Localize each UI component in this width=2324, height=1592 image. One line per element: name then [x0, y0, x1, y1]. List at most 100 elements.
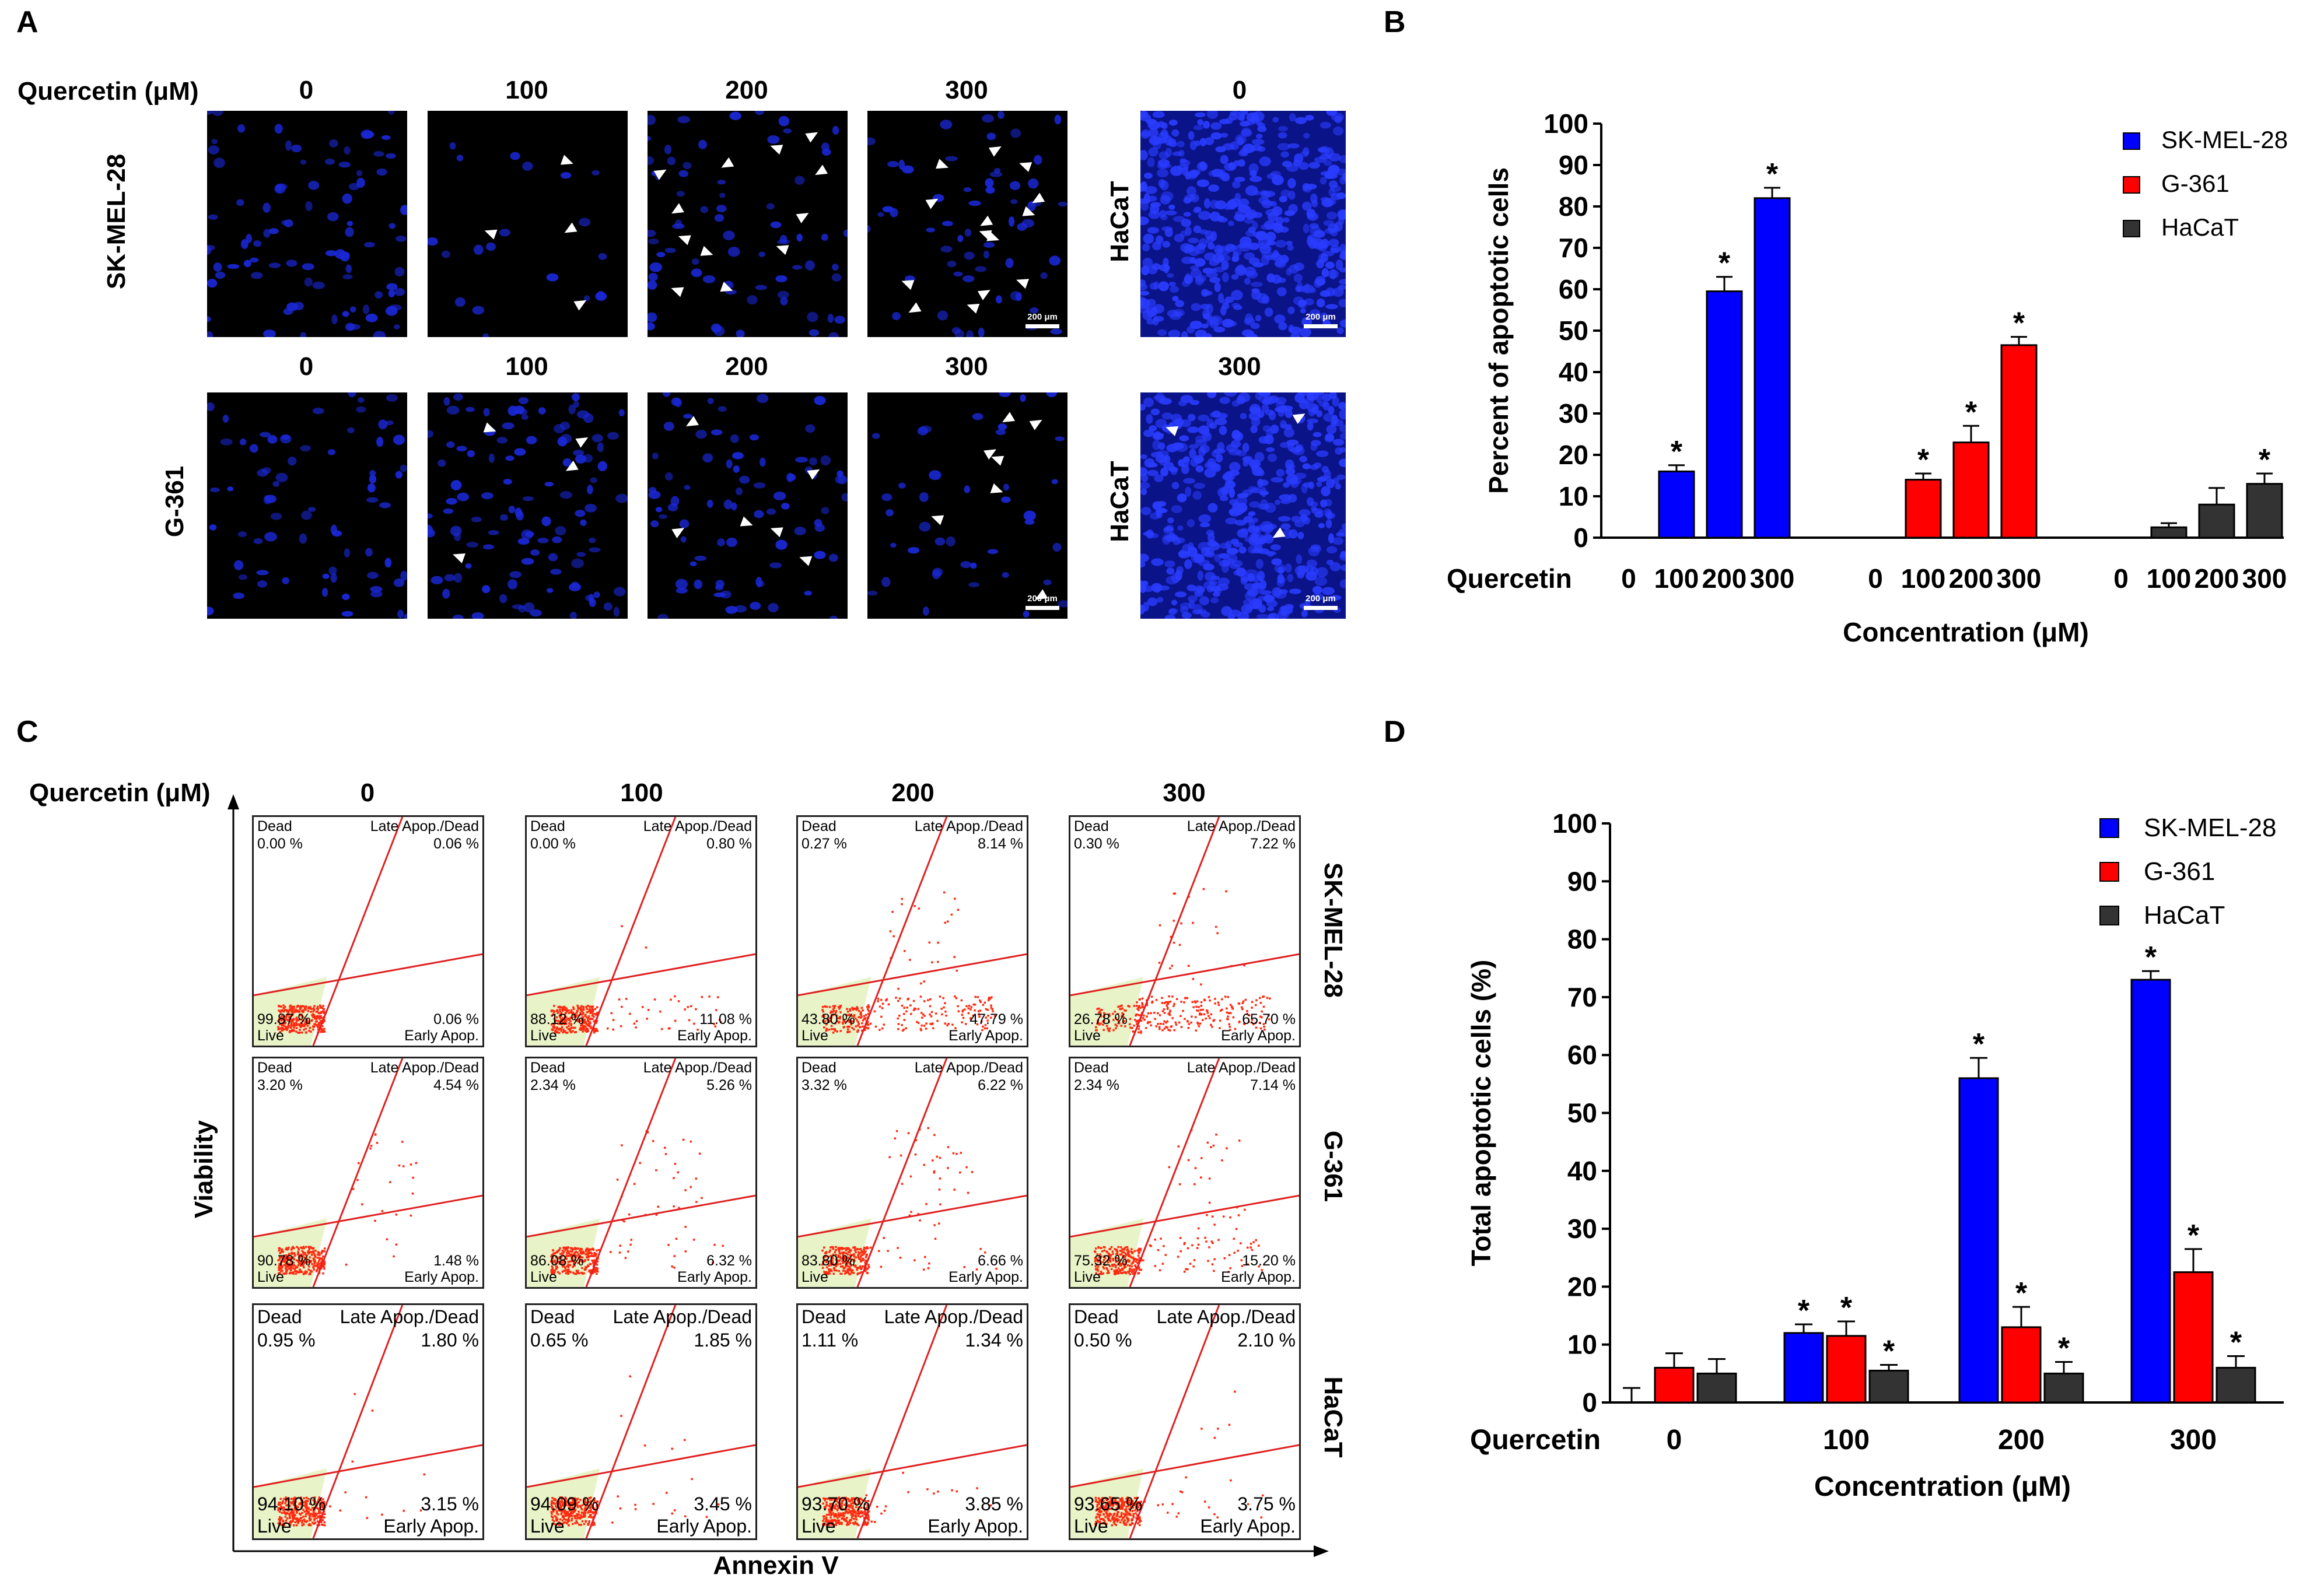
flow-plot-r2-c0-canvas — [254, 1305, 482, 1538]
quadrant-value-early: 3.85 % — [965, 1493, 1023, 1514]
d-bar-1-1 — [1826, 1335, 1867, 1404]
micrograph-r0-c3-arrowheads — [901, 146, 1045, 314]
quadrant-value-live: 75.32 % — [1074, 1253, 1128, 1269]
b-x-tick-label: 200 — [1702, 563, 1747, 594]
conc-label-a-bottom-100: 100 — [505, 352, 548, 381]
flow-plot-r1-c0-canvas — [254, 1058, 482, 1287]
quadrant-value-late: 1.85 % — [694, 1330, 752, 1351]
quadrant-label-dead: Dead — [802, 1306, 846, 1327]
quadrant-value-dead: 0.50 % — [1074, 1330, 1132, 1351]
quadrant-value-early: 3.75 % — [1237, 1493, 1296, 1514]
quadrant-value-live: 26.78 % — [1074, 1011, 1128, 1028]
quadrant-line-horizontal — [798, 1194, 1027, 1238]
quadrant-value-live: 88.12 % — [530, 1011, 584, 1028]
conc-label-c-300: 300 — [1163, 779, 1206, 807]
event-dots — [550, 925, 722, 1034]
conc-label-a-bottom-300: 300 — [945, 352, 988, 381]
d-bar-2-2 — [2043, 1372, 2084, 1404]
flow-plot-r1-c1-canvas — [527, 1058, 755, 1287]
b-bar-0-1 — [1658, 470, 1695, 539]
d-sig-mark: * — [2188, 1219, 2200, 1253]
micrograph-hacat-0-nuclei — [1140, 111, 1346, 337]
quadrant-value-live: 99.87 % — [257, 1011, 311, 1028]
quadrant-value-late: 0.06 % — [433, 836, 479, 852]
d-sig-mark: * — [2015, 1277, 2028, 1310]
quadrant-value-dead: 3.32 % — [802, 1077, 847, 1093]
quadrant-line-vertical — [312, 1305, 404, 1538]
flow-plot-r0-c2: Dead 0.27 % Late Apop./Dead 8.14 % 43.80 % Li… — [796, 815, 1028, 1047]
micrograph-r0-c0-background — [207, 111, 407, 337]
quadrant-value-early: 3.45 % — [694, 1493, 752, 1514]
b-y-tick-label: 10 — [1559, 481, 1588, 511]
d-y-tick-label: 90 — [1567, 866, 1597, 896]
micrograph-r0-c1 — [428, 111, 628, 337]
quadrant-line-horizontal — [1070, 1444, 1299, 1488]
quadrant-label-early: Early Apop. — [404, 1028, 479, 1044]
quadrant-label-dead: Dead — [257, 818, 292, 834]
quadrant-value-live: 93.70 % — [802, 1493, 870, 1514]
d-bar-0-2 — [1958, 1077, 1999, 1404]
quadrant-label-early: Early Apop. — [949, 1028, 1023, 1044]
event-dots — [1094, 1129, 1263, 1275]
flow-plot-r2-c2-canvas — [798, 1305, 1027, 1538]
quadrant-label-early: Early Apop. — [949, 1269, 1023, 1285]
quadrant-line-vertical — [1129, 1058, 1220, 1287]
quadrant-value-live: 83.80 % — [802, 1253, 855, 1269]
d-x-tick-label: 0 — [1667, 1425, 1682, 1456]
quadrant-line-vertical — [856, 1305, 948, 1538]
micrograph-r0-c2 — [648, 111, 848, 337]
b-x-prefix: Quercetin — [1447, 563, 1572, 594]
flow-plot-r0-c0-canvas — [254, 817, 482, 1046]
flow-plot-r1-c2: Dead 3.32 % Late Apop./Dead 6.22 % 83.80 % Li… — [796, 1057, 1028, 1289]
d-sig-mark: * — [2058, 1331, 2070, 1365]
flow-plot-r2-c1-canvas — [527, 1305, 755, 1538]
d-bar-0-1 — [1783, 1332, 1824, 1404]
quadrant-value-late: 1.34 % — [965, 1330, 1023, 1351]
micrograph-r1-c3-scale-bar — [1026, 606, 1059, 610]
quadrant-value-dead: 0.00 % — [257, 836, 303, 852]
d-bar-1-0 — [1654, 1366, 1695, 1404]
quadrant-value-dead: 1.11 % — [802, 1330, 859, 1351]
quadrant-line-horizontal — [527, 1444, 755, 1488]
d-sig-mark: * — [1798, 1294, 1810, 1328]
live-gate — [798, 1468, 872, 1538]
quadrant-line-vertical — [856, 1058, 948, 1287]
d-bar-2-1 — [1868, 1369, 1909, 1404]
b-x-tick-label: 0 — [1621, 563, 1636, 594]
micrograph-r1-c1-nuclei — [428, 393, 628, 619]
quadrant-label-late: Late Apop./Dead — [1186, 818, 1296, 834]
quadrant-line-horizontal — [527, 1194, 755, 1238]
quadrant-line-horizontal — [798, 953, 1027, 997]
d-legend-swatch-0 — [2099, 818, 2119, 838]
quadrant-value-late: 0.80 % — [706, 836, 752, 852]
quadrant-value-live: 86.08 % — [530, 1253, 584, 1269]
b-bar-2-1 — [2150, 526, 2188, 539]
micrograph-hacat-0-scale-label: 200 μm — [1306, 312, 1336, 322]
micrograph-hacat-300-scale-label: 200 μm — [1306, 594, 1336, 604]
event-dots — [821, 1127, 998, 1275]
b-legend-swatch-2 — [2123, 220, 2140, 237]
quadrant-line-horizontal — [798, 1444, 1027, 1488]
b-y-tick-label: 60 — [1559, 274, 1588, 304]
quadrant-label-dead: Dead — [530, 1306, 575, 1327]
micrograph-hacat-300-scale-bar — [1304, 606, 1338, 610]
b-legend-swatch-1 — [2123, 176, 2140, 194]
live-gate — [254, 1468, 327, 1538]
d-sig-mark: * — [1973, 1028, 1985, 1061]
quadrant-label-dead: Dead — [530, 818, 565, 834]
b-x-axis-label: Concentration (μM) — [1843, 617, 2089, 647]
micrograph-r0-c2-arrowheads — [653, 132, 828, 297]
b-bar-0-3 — [1754, 197, 1791, 539]
quadrant-label-early: Early Apop. — [383, 1516, 479, 1537]
b-y-tick-label: 30 — [1559, 398, 1588, 429]
flow-plot-r2-c0: Dead 0.95 % Late Apop./Dead 1.80 % 94.10 % Li… — [252, 1303, 484, 1540]
quadrant-label-live: Live — [257, 1028, 284, 1044]
d-bar-1-2 — [2001, 1326, 2042, 1404]
b-y-tick-label: 0 — [1573, 523, 1588, 553]
quadrant-label-dead: Dead — [257, 1060, 292, 1076]
flow-plot-r2-c2: Dead 1.11 % Late Apop./Dead 1.34 % 93.70 % Li… — [796, 1303, 1028, 1540]
quadrant-value-dead: 0.30 % — [1074, 836, 1119, 852]
quadrant-line-horizontal — [1070, 953, 1299, 997]
quadrant-line-vertical — [1129, 1305, 1220, 1538]
quadrant-line-vertical — [585, 1058, 677, 1287]
